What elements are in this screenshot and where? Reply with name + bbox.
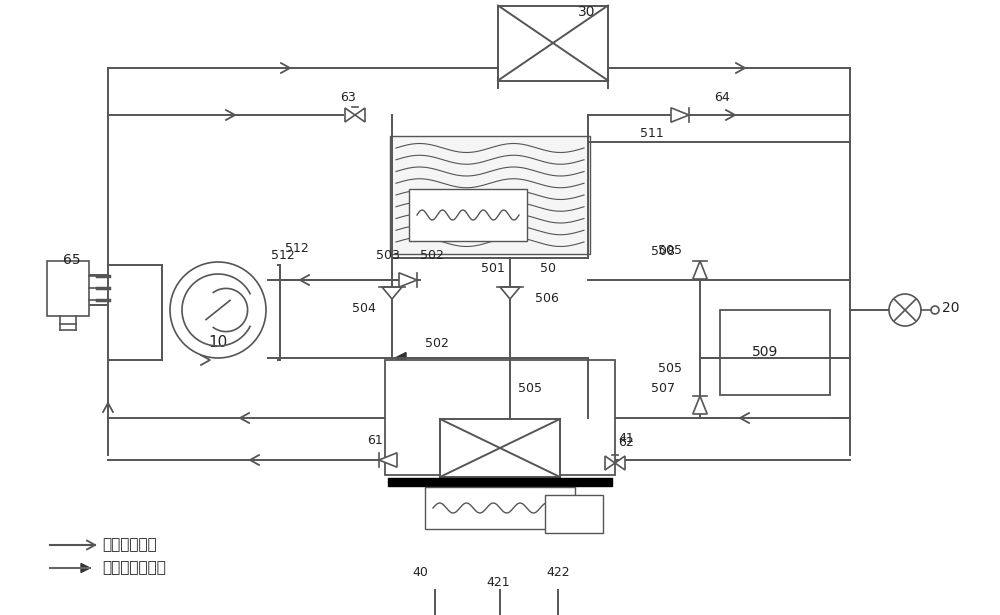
Polygon shape xyxy=(693,261,707,279)
Text: 61: 61 xyxy=(367,434,383,447)
Circle shape xyxy=(931,306,939,314)
Text: 505: 505 xyxy=(518,381,542,394)
Text: 506: 506 xyxy=(535,292,559,304)
Polygon shape xyxy=(693,396,707,414)
Text: 20: 20 xyxy=(942,301,959,315)
Text: 10: 10 xyxy=(208,335,228,349)
Text: 50: 50 xyxy=(540,262,556,275)
Polygon shape xyxy=(345,108,355,122)
Text: 502: 502 xyxy=(420,249,444,262)
Polygon shape xyxy=(379,453,397,467)
Polygon shape xyxy=(395,352,406,363)
Text: 501: 501 xyxy=(481,262,505,275)
Text: 41: 41 xyxy=(618,432,634,445)
Text: 63: 63 xyxy=(340,90,356,103)
Bar xyxy=(409,189,527,241)
Text: 503: 503 xyxy=(376,249,400,262)
Text: 512: 512 xyxy=(271,249,295,262)
Bar xyxy=(498,6,608,81)
Polygon shape xyxy=(615,456,625,470)
Polygon shape xyxy=(81,563,90,573)
Text: 蓄热剂流动方向: 蓄热剂流动方向 xyxy=(102,560,166,576)
Text: 冷媒流动方向: 冷媒流动方向 xyxy=(102,538,157,552)
Polygon shape xyxy=(399,273,417,287)
Text: 512: 512 xyxy=(285,242,309,255)
Circle shape xyxy=(170,262,266,358)
Bar xyxy=(385,360,615,475)
Text: 508: 508 xyxy=(651,245,675,258)
Text: 509: 509 xyxy=(752,345,778,359)
Text: 421: 421 xyxy=(486,576,510,590)
Text: 510: 510 xyxy=(445,195,471,209)
Polygon shape xyxy=(355,108,365,122)
Text: 507: 507 xyxy=(651,382,675,395)
Text: 504: 504 xyxy=(352,301,376,314)
Bar xyxy=(390,136,590,254)
Text: 422: 422 xyxy=(546,566,570,579)
Polygon shape xyxy=(671,108,689,122)
Bar xyxy=(720,310,830,395)
Circle shape xyxy=(889,294,921,326)
Bar xyxy=(425,487,575,529)
Text: 30: 30 xyxy=(578,5,596,19)
Text: 505: 505 xyxy=(658,362,682,375)
Text: 64: 64 xyxy=(714,90,730,103)
Polygon shape xyxy=(605,456,615,470)
Text: 40: 40 xyxy=(412,566,428,579)
Text: 42: 42 xyxy=(548,483,564,496)
Text: 502: 502 xyxy=(425,337,449,350)
Polygon shape xyxy=(382,287,402,299)
Text: 65: 65 xyxy=(63,253,81,267)
Text: 62: 62 xyxy=(618,436,634,449)
Polygon shape xyxy=(500,287,520,299)
Bar xyxy=(47,261,89,315)
Bar xyxy=(545,495,603,533)
Text: 511: 511 xyxy=(640,127,664,140)
Text: 505: 505 xyxy=(658,244,682,256)
Bar xyxy=(440,419,560,477)
